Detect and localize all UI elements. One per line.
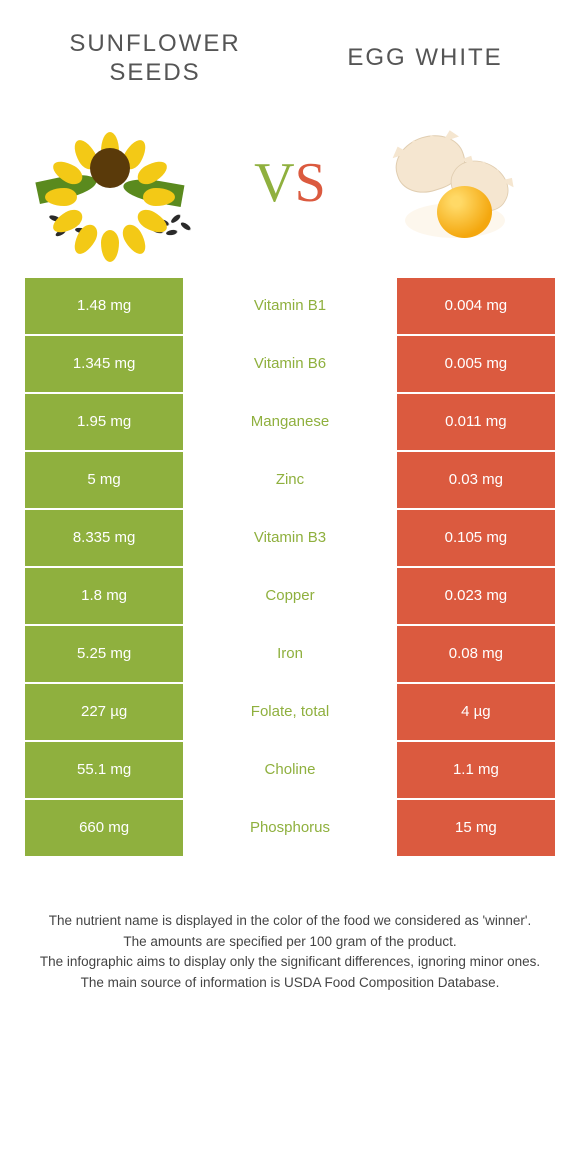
cell-right-value: 0.005 mg <box>397 336 555 392</box>
images-row: VS <box>0 108 580 278</box>
cell-left-value: 55.1 mg <box>25 742 183 798</box>
cell-nutrient-name: Choline <box>183 742 397 798</box>
cell-left-value: 660 mg <box>25 800 183 856</box>
cell-right-value: 0.03 mg <box>397 452 555 508</box>
cell-nutrient-name: Vitamin B1 <box>183 278 397 334</box>
comparison-table: 1.48 mgVitamin B10.004 mg1.345 mgVitamin… <box>25 278 555 856</box>
table-row: 660 mgPhosphorus15 mg <box>25 800 555 856</box>
cell-left-value: 8.335 mg <box>25 510 183 566</box>
cell-left-value: 1.48 mg <box>25 278 183 334</box>
food-b-title: EGG WHITE <box>325 44 525 73</box>
cell-nutrient-name: Zinc <box>183 452 397 508</box>
footer-notes: The nutrient name is displayed in the co… <box>35 911 545 995</box>
cell-nutrient-name: Iron <box>183 626 397 682</box>
cell-nutrient-name: Phosphorus <box>183 800 397 856</box>
cell-right-value: 1.1 mg <box>397 742 555 798</box>
cell-right-value: 0.08 mg <box>397 626 555 682</box>
cell-right-value: 15 mg <box>397 800 555 856</box>
cell-nutrient-name: Vitamin B3 <box>183 510 397 566</box>
vs-s: S <box>295 152 326 214</box>
cell-nutrient-name: Vitamin B6 <box>183 336 397 392</box>
cell-left-value: 5 mg <box>25 452 183 508</box>
cell-left-value: 1.345 mg <box>25 336 183 392</box>
cell-right-value: 4 µg <box>397 684 555 740</box>
table-row: 1.345 mgVitamin B60.005 mg <box>25 336 555 392</box>
table-row: 5 mgZinc0.03 mg <box>25 452 555 508</box>
vs-v: V <box>254 152 294 214</box>
cell-left-value: 5.25 mg <box>25 626 183 682</box>
cell-right-value: 0.023 mg <box>397 568 555 624</box>
sunflower-seeds-image <box>45 118 205 248</box>
table-row: 5.25 mgIron0.08 mg <box>25 626 555 682</box>
footer-line-3: The infographic aims to display only the… <box>35 952 545 973</box>
table-row: 227 µgFolate, total4 µg <box>25 684 555 740</box>
vs-label: VS <box>254 151 326 215</box>
cell-nutrient-name: Copper <box>183 568 397 624</box>
table-row: 1.95 mgManganese0.011 mg <box>25 394 555 450</box>
food-a-title: SUNFLOWER SEEDS <box>55 30 255 88</box>
cell-left-value: 1.8 mg <box>25 568 183 624</box>
footer-line-1: The nutrient name is displayed in the co… <box>35 911 545 932</box>
footer-line-2: The amounts are specified per 100 gram o… <box>35 932 545 953</box>
cell-right-value: 0.004 mg <box>397 278 555 334</box>
cell-nutrient-name: Manganese <box>183 394 397 450</box>
table-row: 1.8 mgCopper0.023 mg <box>25 568 555 624</box>
table-row: 55.1 mgCholine1.1 mg <box>25 742 555 798</box>
cell-left-value: 1.95 mg <box>25 394 183 450</box>
table-row: 8.335 mgVitamin B30.105 mg <box>25 510 555 566</box>
footer-line-4: The main source of information is USDA F… <box>35 973 545 994</box>
cell-nutrient-name: Folate, total <box>183 684 397 740</box>
cell-right-value: 0.105 mg <box>397 510 555 566</box>
egg-white-image <box>375 118 535 248</box>
table-row: 1.48 mgVitamin B10.004 mg <box>25 278 555 334</box>
header: SUNFLOWER SEEDS EGG WHITE <box>0 0 580 108</box>
cell-left-value: 227 µg <box>25 684 183 740</box>
cell-right-value: 0.011 mg <box>397 394 555 450</box>
